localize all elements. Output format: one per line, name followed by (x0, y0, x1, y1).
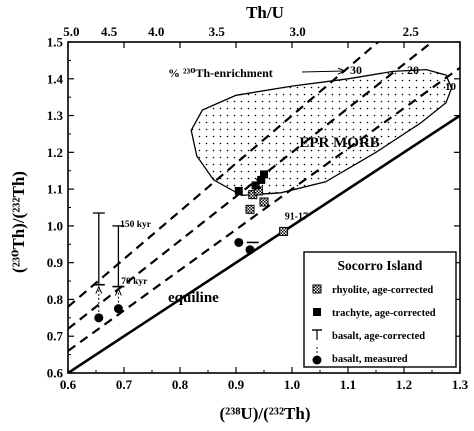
series-basalt (94, 237, 255, 323)
legend-marker (313, 308, 321, 316)
x-tick-label: 1.3 (452, 377, 469, 392)
y-tick-label: 1.3 (47, 108, 64, 123)
legend: Socorro Island rhyolite, age-corrected tra… (303, 251, 457, 368)
x-tick-label: 1.2 (396, 377, 412, 392)
label-30: 30 (350, 63, 362, 77)
y-tick-label: 1.2 (47, 145, 63, 160)
y-tick-label: 1.5 (47, 35, 64, 50)
x-tick-label: 1.0 (284, 377, 300, 392)
enrichment-label: % ²³⁰Th-enrichment (168, 66, 273, 80)
point-1-0 (234, 186, 243, 195)
top-tick-label: 5.0 (63, 24, 79, 39)
region-epr-morb (190, 68, 453, 197)
x-tick-label: 1.1 (340, 377, 356, 392)
top-tick-label: 4.5 (101, 24, 118, 39)
y-tick-label: 0.6 (47, 366, 64, 381)
legend-entry: rhyolite, age-corrected (332, 285, 433, 296)
point-1-3 (260, 170, 268, 179)
point-0-2 (259, 197, 269, 207)
point-0-4 (279, 226, 289, 236)
y-tick-label: 1.0 (47, 218, 63, 233)
y-tick-label: 1.1 (47, 182, 63, 197)
y-axis-title: (²³⁰Th)/(²³²Th) (9, 171, 28, 273)
label-10: 10 (445, 81, 457, 93)
legend-marker (312, 284, 322, 294)
series-trachyte (234, 170, 268, 195)
top-tick-label: 3.0 (289, 24, 305, 39)
point-0-0 (245, 204, 255, 214)
point-1-2 (257, 175, 266, 184)
enrichment-arrow (301, 71, 344, 72)
x-tick-label: 0.6 (60, 377, 77, 392)
enrichment-line-20 (68, 42, 434, 330)
reference-lines (68, 42, 460, 373)
label-70kyr: 70 kyr (121, 277, 148, 287)
enrichment-line-10 (68, 66, 460, 352)
series-rhyolite (245, 186, 289, 236)
top-tick-label: 4.0 (148, 24, 164, 39)
series-basalt (92, 212, 259, 288)
top-tick-label: 3.5 (209, 24, 226, 39)
x-tick-label: 0.7 (116, 377, 133, 392)
equiline (68, 114, 460, 373)
legend-title: Socorro Island (338, 258, 423, 273)
legend-entry: basalt, measured (332, 354, 408, 365)
axes: 0.6 0.7 0.8 0.9 1.0 1.1 1.2 1.3 0.6 0.7 0.8 0.9 1.0 1… (47, 24, 469, 392)
equiline-label: equiline (168, 290, 219, 306)
legend-box (303, 251, 457, 368)
point-3-2 (234, 237, 244, 247)
y-tick-label: 0.7 (47, 329, 64, 344)
top-axis-title: Th/U (246, 3, 284, 22)
y-tick-label: 0.8 (47, 292, 64, 307)
point-3-1 (113, 304, 123, 314)
top-tick-label: 2.5 (403, 24, 420, 39)
y-tick-label: 1.4 (47, 71, 64, 86)
y-tick-label: 0.9 (47, 255, 64, 270)
enrichment-line-30 (68, 42, 380, 308)
data-points (92, 170, 289, 323)
point-1-1 (251, 181, 260, 190)
x-tick-label: 0.9 (228, 377, 245, 392)
legend-entry: basalt, age-corrected (332, 331, 425, 342)
region-label: EPR MORB (299, 135, 379, 151)
point-3-3 (245, 245, 255, 255)
x-axis-title: (²³⁸U)/(²³²Th) (219, 404, 310, 423)
legend-entry: trachyte, age-corrected (332, 308, 436, 319)
legend-marker-circle (312, 355, 322, 365)
label-20: 20 (407, 63, 419, 77)
x-tick-label: 0.8 (172, 377, 189, 392)
point-3-0 (94, 313, 104, 323)
label-91-17: 91-17 (285, 212, 308, 223)
label-150kyr: 150 kyr (120, 220, 152, 230)
plot-area: EPR MORB 30 20 10 equiline % ²³⁰Th-enrichment… (68, 42, 460, 373)
